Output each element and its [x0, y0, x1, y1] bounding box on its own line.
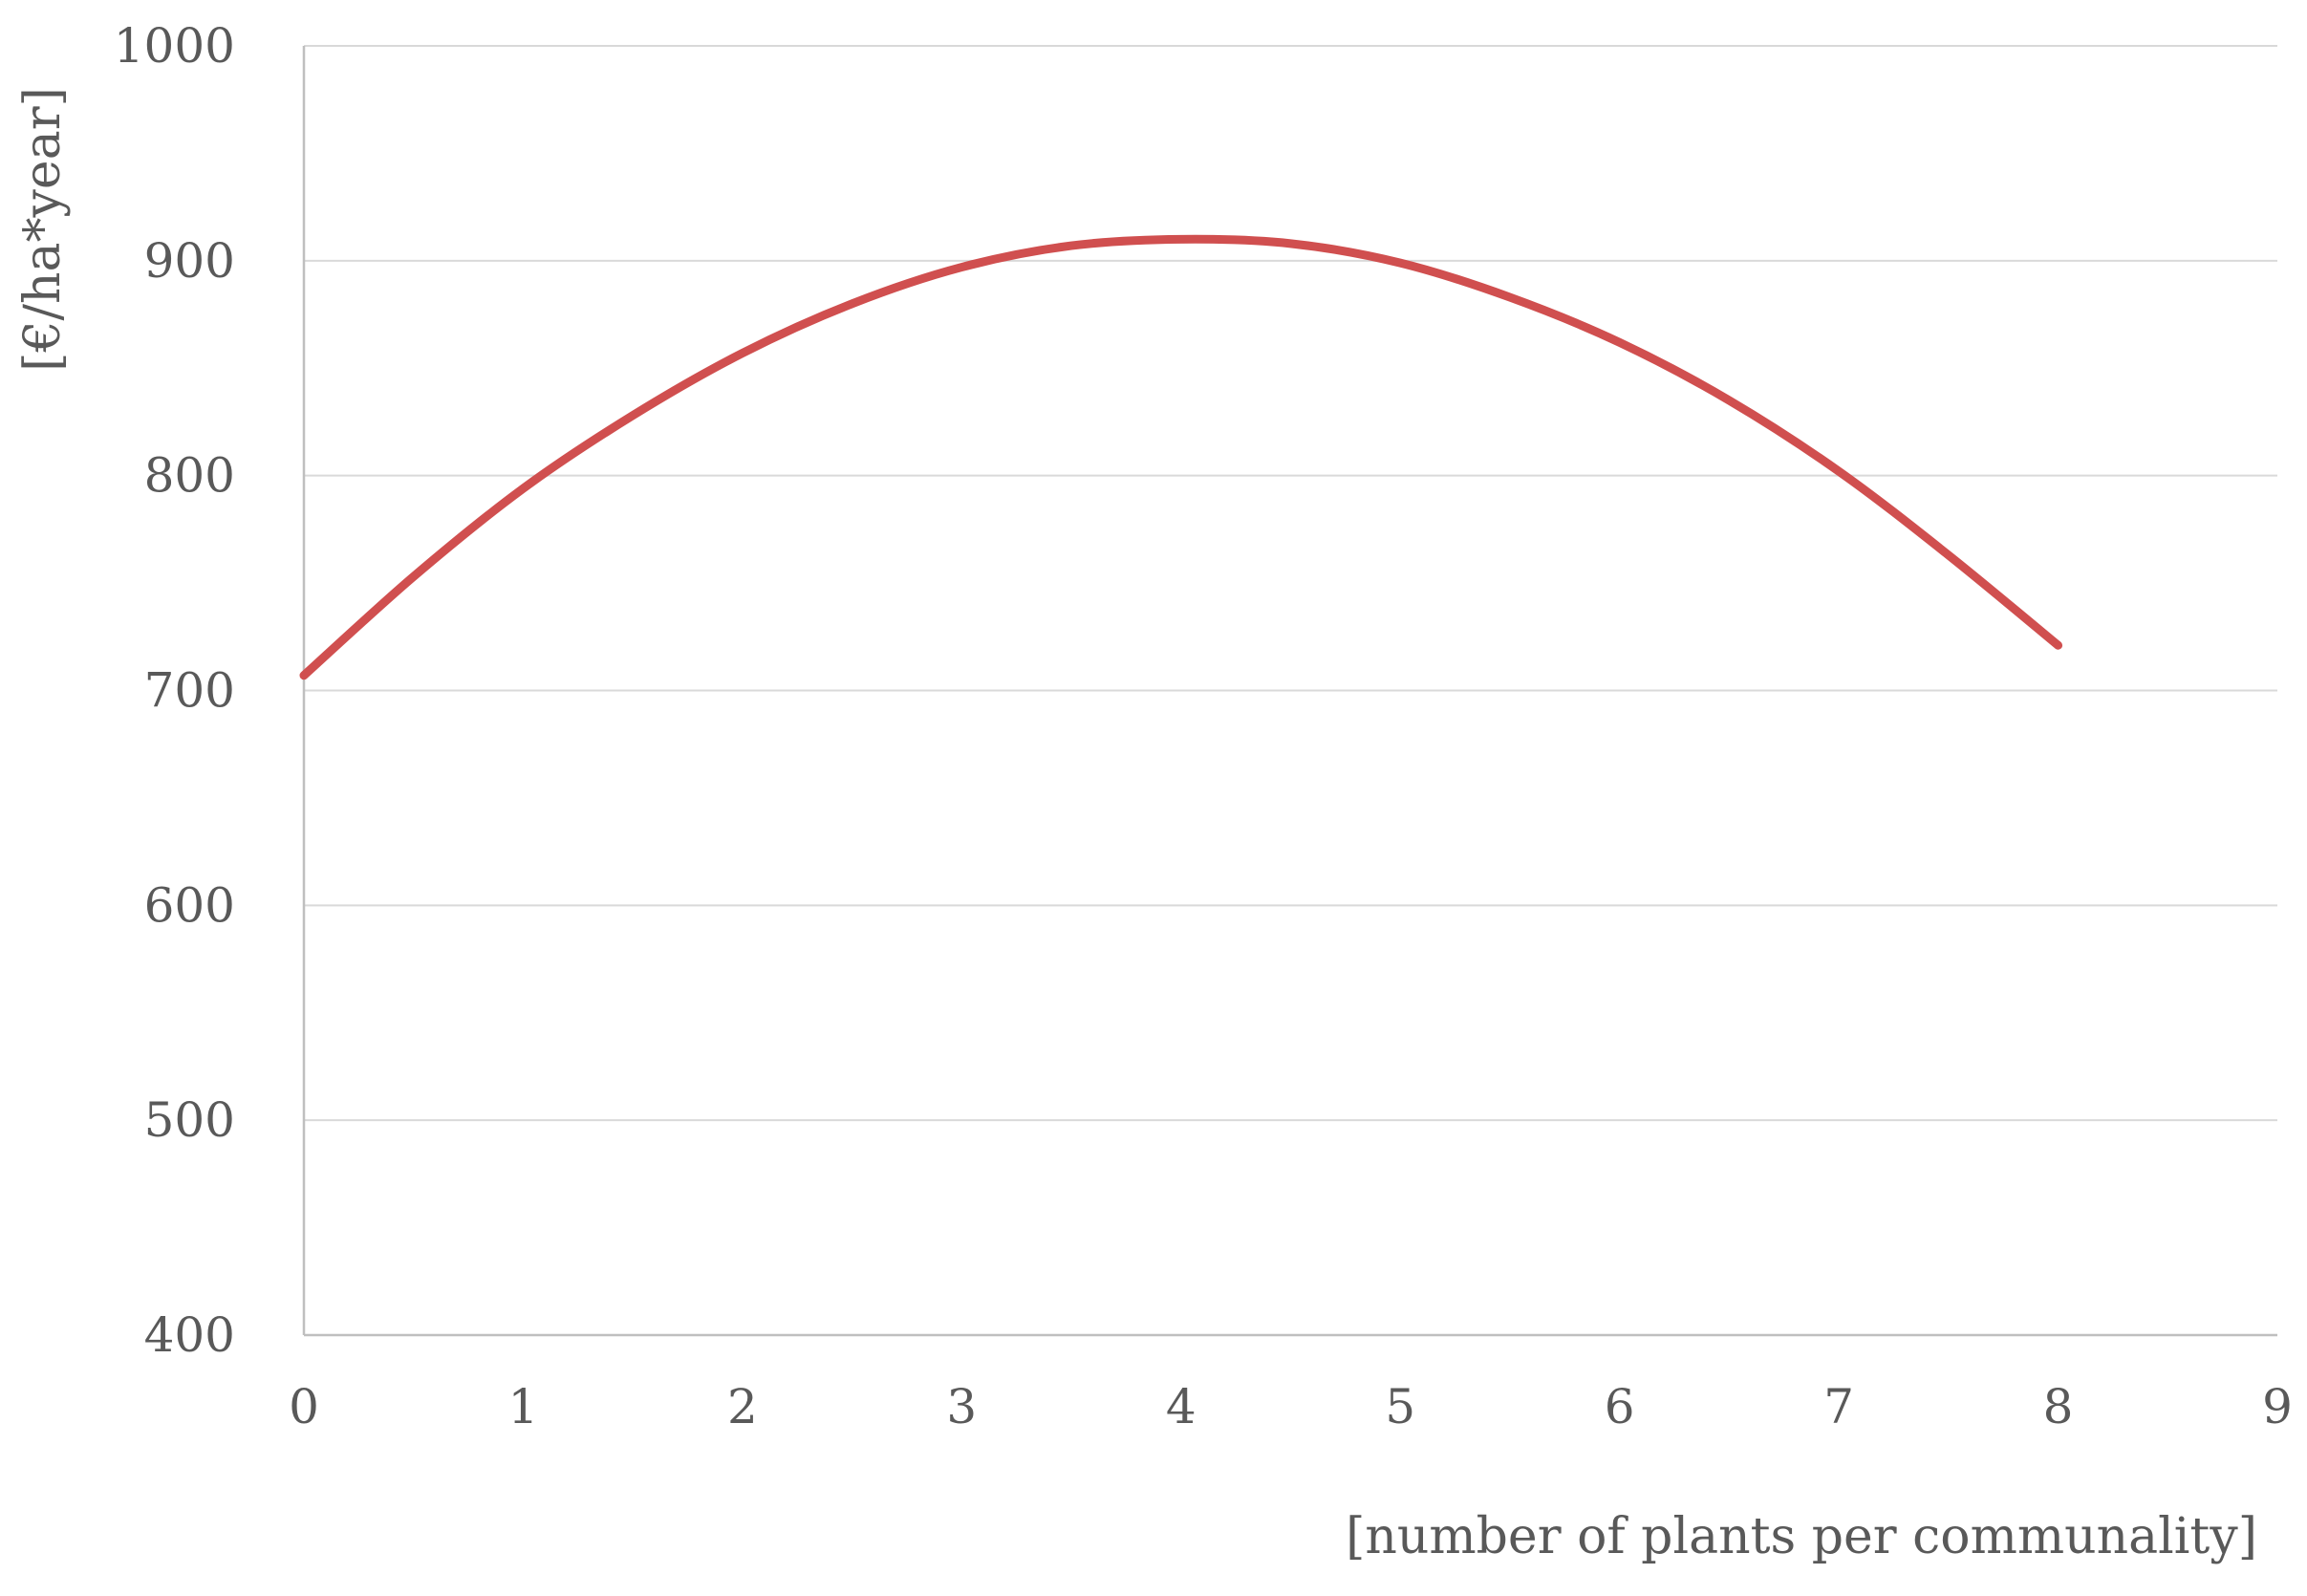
x-tick-label-3: 3: [946, 1379, 977, 1434]
x-tick-label-7: 7: [1823, 1379, 1854, 1434]
y-tick-label-900: 900: [144, 233, 235, 289]
y-tick-label-500: 500: [144, 1092, 235, 1148]
x-tick-label-9: 9: [2262, 1379, 2293, 1434]
x-tick-labels: 0 1 2 3 4 5 6 7 8 9: [289, 1379, 2293, 1434]
x-tick-label-1: 1: [508, 1379, 539, 1434]
x-tick-label-0: 0: [289, 1379, 319, 1434]
axes: [302, 46, 2277, 1337]
y-tick-labels: 400 500 600 700 800 900 1000: [114, 18, 235, 1363]
x-axis-title: [number of plants per communality]: [1346, 1508, 2257, 1565]
x-tick-label-2: 2: [727, 1379, 758, 1434]
x-tick-label-5: 5: [1385, 1379, 1415, 1434]
y-tick-label-600: 600: [144, 877, 235, 933]
y-axis-title: [€/ha*year]: [14, 87, 72, 372]
x-tick-label-6: 6: [1605, 1379, 1635, 1434]
series-group: [299, 234, 2063, 680]
y-tick-label-1000: 1000: [114, 18, 235, 74]
x-tick-label-4: 4: [1166, 1379, 1197, 1434]
y-tick-label-800: 800: [144, 448, 235, 504]
y-tick-label-400: 400: [144, 1307, 235, 1363]
gridlines: [304, 45, 2277, 1122]
x-tick-label-8: 8: [2043, 1379, 2074, 1434]
y-tick-label-700: 700: [144, 663, 235, 719]
series-line-0: [299, 234, 2063, 680]
